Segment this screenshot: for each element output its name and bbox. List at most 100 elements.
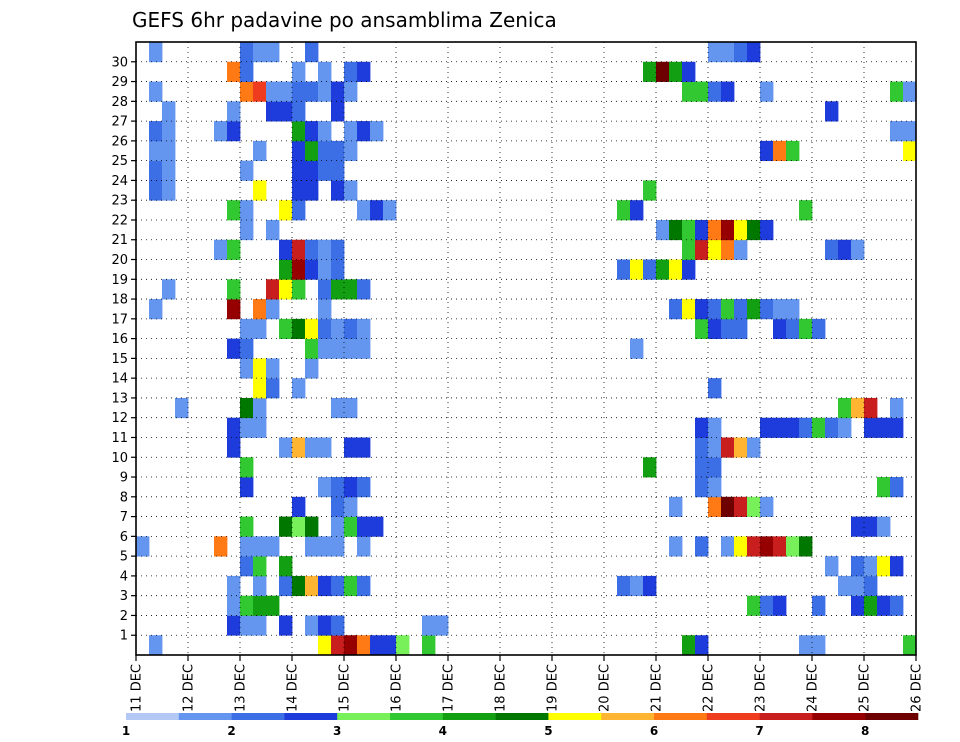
x-tick-label: 26 DEC — [910, 664, 925, 712]
heatmap-cell — [240, 81, 254, 102]
heatmap-cell — [617, 259, 631, 280]
heatmap-cell — [357, 318, 371, 340]
heatmap-cell — [344, 397, 358, 419]
heatmap-cell — [682, 259, 696, 280]
heatmap-cell — [864, 595, 878, 616]
y-tick-label: 15 — [111, 352, 128, 367]
heatmap-cell — [708, 42, 722, 63]
heatmap-cell — [734, 496, 748, 517]
heatmap-cell — [890, 417, 904, 438]
heatmap-cell — [162, 121, 176, 142]
heatmap-cell — [331, 496, 345, 517]
heatmap-cell — [227, 417, 241, 438]
heatmap-cell — [305, 615, 319, 636]
heatmap-cell — [240, 318, 254, 340]
heatmap-cell — [747, 42, 761, 63]
y-tick-label: 25 — [111, 154, 128, 169]
heatmap-cell — [227, 61, 241, 82]
heatmap-cell — [708, 378, 722, 399]
heatmap-cells — [136, 42, 917, 656]
y-tick-label: 29 — [111, 75, 128, 90]
heatmap-cell — [318, 575, 332, 597]
heatmap-cell — [240, 200, 254, 221]
heatmap-cell — [682, 635, 696, 656]
heatmap-cell — [305, 338, 319, 359]
heatmap-cell — [318, 259, 332, 280]
heatmap-cell — [760, 219, 774, 241]
heatmap-cell — [331, 318, 345, 340]
y-tick-label: 6 — [120, 530, 128, 545]
y-axis-ticks: 1234567891011121314151617181920212223242… — [111, 55, 136, 644]
heatmap-cell — [305, 358, 319, 379]
y-tick-label: 1 — [120, 629, 128, 644]
heatmap-cell — [357, 575, 371, 597]
heatmap-cell — [331, 615, 345, 636]
heatmap-cell — [695, 536, 709, 557]
heatmap-cell — [266, 81, 280, 102]
heatmap-cell — [240, 536, 254, 557]
y-tick-label: 8 — [120, 490, 128, 505]
heatmap-cell — [318, 299, 332, 320]
heatmap-cell — [695, 477, 709, 498]
heatmap-cell — [851, 575, 865, 597]
x-tick-label: 17 DEC — [442, 664, 457, 712]
heatmap-cell — [383, 635, 397, 656]
legend-label: 4 — [439, 724, 447, 738]
y-tick-label: 27 — [111, 115, 128, 130]
heatmap-cell — [747, 496, 761, 517]
heatmap-cell — [240, 219, 254, 241]
heatmap-cell — [175, 397, 189, 419]
heatmap-cell — [344, 516, 358, 537]
heatmap-cell — [877, 477, 891, 498]
y-tick-label: 13 — [111, 391, 128, 406]
heatmap-cell — [149, 121, 163, 142]
heatmap-cell — [240, 615, 254, 636]
heatmap-cell — [227, 437, 241, 458]
heatmap-cell — [773, 595, 787, 616]
legend-swatch — [126, 713, 180, 720]
heatmap-cell — [370, 121, 384, 142]
heatmap-cell — [422, 615, 436, 636]
heatmap-cell — [279, 259, 293, 280]
heatmap-cell — [318, 121, 332, 142]
heatmap-cell — [786, 299, 800, 320]
y-tick-label: 24 — [111, 174, 128, 189]
heatmap-cell — [266, 299, 280, 320]
heatmap-cell — [318, 318, 332, 340]
y-tick-label: 30 — [111, 55, 128, 70]
heatmap-cell — [227, 239, 241, 260]
heatmap-cell — [305, 180, 319, 201]
heatmap-cell — [721, 239, 735, 260]
heatmap-cell — [357, 516, 371, 537]
heatmap-cell — [266, 42, 280, 63]
heatmap-cell — [669, 299, 683, 320]
x-tick-label: 14 DEC — [286, 664, 301, 712]
heatmap-cell — [708, 239, 722, 260]
heatmap-cell — [773, 140, 787, 162]
heatmap-cell — [812, 635, 826, 656]
heatmap-cell — [890, 81, 904, 102]
heatmap-cell — [851, 397, 865, 419]
heatmap-cell — [708, 318, 722, 340]
legend-label: 2 — [227, 724, 235, 738]
heatmap-cell — [331, 397, 345, 419]
heatmap-cell — [903, 140, 917, 162]
heatmap-cell — [227, 200, 241, 221]
heatmap-cell — [838, 239, 852, 260]
legend-swatch — [601, 713, 655, 720]
gridlines — [136, 42, 916, 655]
heatmap-cell — [370, 635, 384, 656]
heatmap-cell — [344, 575, 358, 597]
heatmap-cell — [643, 61, 657, 82]
heatmap-cell — [318, 279, 332, 300]
heatmap-cell — [708, 496, 722, 517]
heatmap-cell — [630, 575, 644, 597]
heatmap-cell — [292, 180, 306, 201]
heatmap-cell — [747, 219, 761, 241]
heatmap-cell — [643, 575, 657, 597]
heatmap-cell — [890, 477, 904, 498]
heatmap-cell — [344, 81, 358, 102]
heatmap-cell — [214, 121, 228, 142]
heatmap-cell — [240, 358, 254, 379]
x-tick-label: 19 DEC — [546, 664, 561, 712]
